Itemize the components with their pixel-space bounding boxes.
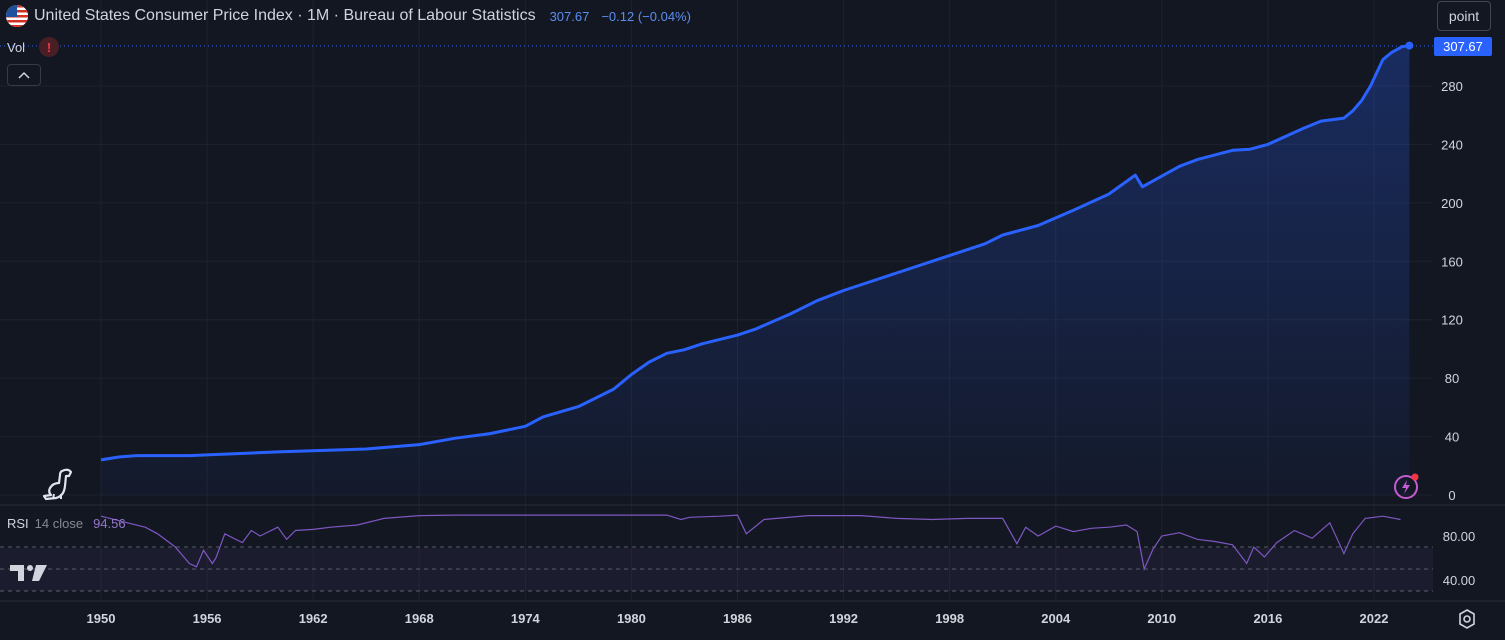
price-tick-label: 120	[1441, 313, 1463, 328]
change-value: −0.12 (−0.04%)	[601, 8, 691, 24]
time-tick-label: 1992	[829, 611, 858, 626]
rsi-line	[100, 514, 1401, 571]
lightning-icon[interactable]	[1393, 472, 1421, 500]
chart-legend: United States Consumer Price Index · 1M …	[6, 5, 691, 27]
rsi-value: 94.56	[93, 516, 126, 531]
dinosaur-icon[interactable]	[42, 468, 78, 502]
time-tick-label: 1974	[511, 611, 541, 626]
time-tick-label: 2022	[1360, 611, 1389, 626]
rsi-axis[interactable]: 80.00 40.00	[1443, 529, 1476, 588]
time-tick-label: 1998	[935, 611, 964, 626]
rsi-tick-label: 40.00	[1443, 573, 1476, 588]
price-tick-label: 280	[1441, 79, 1463, 94]
time-tick-label: 1968	[405, 611, 434, 626]
time-tick-label: 1986	[723, 611, 752, 626]
price-axis[interactable]: 0 40 80 120 160 200 240 280	[1441, 79, 1463, 503]
time-tick-label: 2004	[1041, 611, 1071, 626]
price-tick-label: 200	[1441, 196, 1463, 211]
last-value: 307.67	[549, 8, 590, 24]
scale-button[interactable]: point	[1437, 1, 1491, 31]
price-tick-label: 0	[1448, 488, 1455, 503]
time-tick-label: 2010	[1147, 611, 1176, 626]
time-tick-label: 1962	[299, 611, 328, 626]
price-tick-label: 40	[1445, 430, 1459, 445]
symbol-title[interactable]: United States Consumer Price Index · 1M …	[34, 7, 536, 24]
time-tick-label: 2016	[1253, 611, 1282, 626]
settings-icon[interactable]	[1457, 609, 1477, 629]
price-tick-label: 80	[1445, 371, 1459, 386]
warning-icon[interactable]: !	[39, 37, 60, 57]
rsi-name: RSI	[7, 516, 29, 531]
last-point-marker	[1405, 41, 1414, 50]
price-tick-label: 160	[1441, 254, 1463, 269]
rsi-legend[interactable]: RSI 14 close 94.56	[7, 516, 126, 531]
price-tick-label: 240	[1441, 137, 1463, 152]
rsi-levels	[0, 546, 1433, 592]
cpi-line	[100, 44, 1410, 462]
time-tick-label: 1956	[193, 611, 222, 626]
us-flag-icon	[6, 5, 28, 27]
time-axis[interactable]: 1950 1956 1962 1968 1974 1980 1986 1992 1998 2004…	[87, 611, 1389, 626]
rsi-params: 14 close	[34, 516, 84, 531]
time-tick-label: 1980	[617, 611, 646, 626]
volume-label: Vol	[7, 39, 26, 55]
chevron-up-icon	[18, 71, 30, 79]
cpi-area	[101, 45, 1410, 495]
rsi-tick-label: 80.00	[1443, 529, 1476, 544]
tradingview-logo[interactable]	[10, 563, 48, 589]
time-tick-label: 1950	[87, 611, 116, 626]
volume-legend[interactable]: Vol !	[7, 37, 60, 57]
collapse-button[interactable]	[7, 64, 41, 86]
last-price-tag: 307.67	[1434, 37, 1492, 56]
